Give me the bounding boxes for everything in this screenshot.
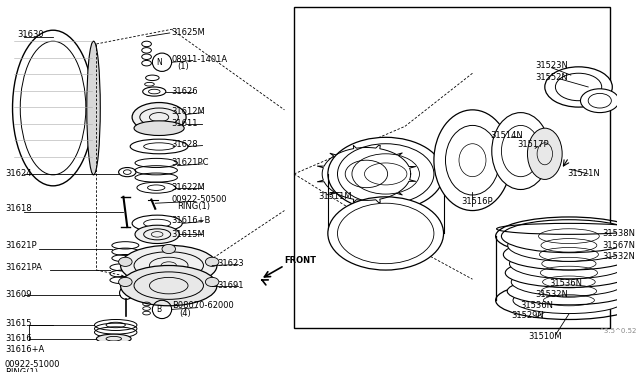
Text: 31615: 31615 [5,319,31,328]
Text: 31514N: 31514N [490,131,523,140]
Ellipse shape [527,128,562,179]
Text: 31621PA: 31621PA [5,263,42,272]
Text: 00922-51000: 00922-51000 [5,360,60,369]
Ellipse shape [120,266,217,306]
Text: RING(1): RING(1) [5,368,38,372]
Ellipse shape [505,258,632,288]
Text: 31623: 31623 [217,259,244,268]
Text: 31622M: 31622M [172,183,205,192]
Ellipse shape [328,137,444,211]
Text: 31609: 31609 [5,290,31,299]
Ellipse shape [118,278,132,286]
Ellipse shape [13,30,93,186]
Text: 31625M: 31625M [172,28,205,36]
Text: 31536N: 31536N [521,301,554,310]
Ellipse shape [162,244,175,254]
Text: 31624: 31624 [5,169,31,179]
Ellipse shape [205,278,219,286]
Text: (4): (4) [179,309,191,318]
Ellipse shape [132,103,186,132]
Ellipse shape [507,278,630,305]
Text: 31616+A: 31616+A [5,345,44,354]
Text: RING(1): RING(1) [177,202,211,211]
Text: 31621P: 31621P [5,241,36,250]
Text: 31552N: 31552N [535,73,568,82]
Text: FRONT: FRONT [284,256,316,265]
Text: 31616+B: 31616+B [172,216,211,225]
Ellipse shape [513,287,625,314]
Text: 31691: 31691 [217,281,243,290]
Text: 31521N: 31521N [567,169,600,179]
Text: 31621PC: 31621PC [172,158,209,167]
Text: 31616: 31616 [5,334,31,343]
Text: 31626: 31626 [172,87,198,96]
Ellipse shape [545,67,612,107]
Ellipse shape [434,110,511,211]
Ellipse shape [511,268,627,296]
Text: B08070-62000: B08070-62000 [172,301,234,310]
Text: 31532N: 31532N [603,252,636,261]
Text: 00922-50500: 00922-50500 [172,195,227,204]
Ellipse shape [205,257,219,266]
Ellipse shape [509,248,628,279]
Ellipse shape [118,257,132,266]
Text: 31612M: 31612M [172,107,205,116]
Text: 31630: 31630 [17,30,44,39]
Ellipse shape [20,41,86,175]
Ellipse shape [508,229,630,262]
Text: 31628: 31628 [172,140,198,149]
Text: 31536N: 31536N [550,279,582,288]
Text: (1): (1) [177,62,189,71]
Text: 31615M: 31615M [172,230,205,239]
Text: 31611: 31611 [172,119,198,128]
Text: 31529N: 31529N [511,311,544,320]
Text: B: B [156,305,161,314]
Ellipse shape [580,89,619,113]
Ellipse shape [87,41,100,175]
Text: ^3.5^0.52: ^3.5^0.52 [598,328,636,334]
Bar [294,7,611,328]
Text: 31523N: 31523N [535,61,568,70]
Text: 31567N: 31567N [603,241,636,250]
Text: 31538N: 31538N [603,229,636,238]
Text: 31517P: 31517P [517,140,548,149]
Ellipse shape [492,113,550,189]
Ellipse shape [503,239,634,270]
Ellipse shape [134,121,184,135]
Text: 31510M: 31510M [529,333,562,341]
Text: 31532N: 31532N [535,290,568,299]
Ellipse shape [328,197,444,270]
Text: 31511M: 31511M [318,192,352,201]
Ellipse shape [501,220,636,253]
Ellipse shape [120,246,217,286]
Text: 31618: 31618 [5,204,31,213]
Text: 31516P: 31516P [461,197,493,206]
Text: N: N [156,58,162,67]
Ellipse shape [97,334,131,343]
Text: 08911-1401A: 08911-1401A [172,55,228,64]
Ellipse shape [135,225,179,244]
